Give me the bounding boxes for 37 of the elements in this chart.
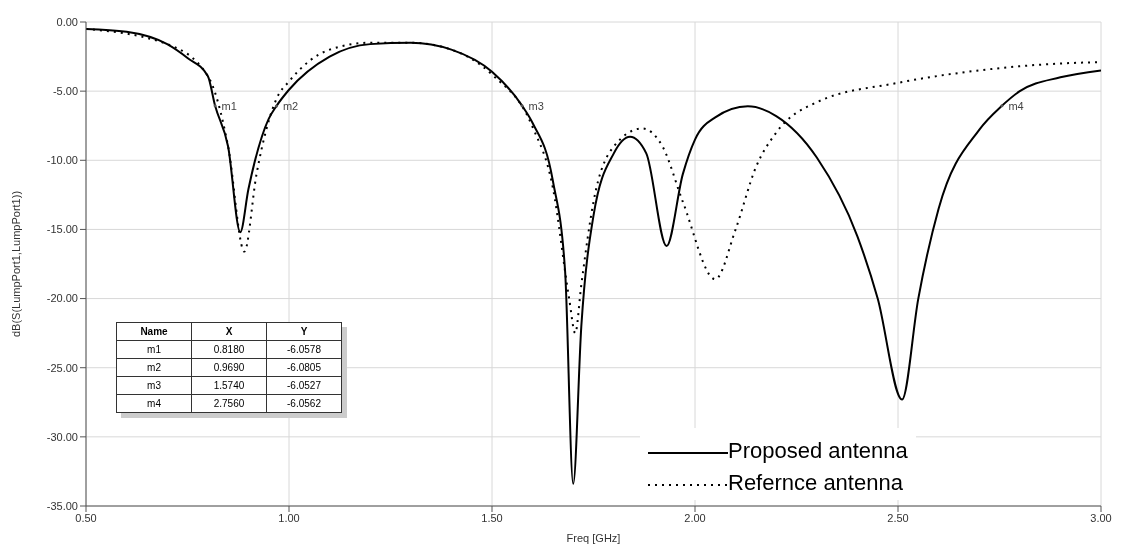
y-tick-label: -10.00 — [46, 154, 78, 167]
y-tick-label: -15.00 — [46, 223, 78, 236]
x-tick-label: 1.00 — [278, 511, 300, 524]
annotation: m4 — [1008, 99, 1024, 112]
x-tick-label: 2.00 — [684, 511, 706, 524]
annotation: m3 — [528, 99, 544, 112]
annotation: 0.8180 — [191, 340, 267, 359]
annotation: m4 — [116, 394, 192, 413]
y-tick-label: -20.00 — [46, 292, 78, 305]
annotation: Y — [266, 322, 342, 341]
annotation: m2 — [116, 358, 192, 377]
annotation: -6.0805 — [266, 358, 342, 377]
y-tick-label: -35.00 — [46, 499, 78, 512]
y-tick-label: 0.00 — [56, 15, 78, 28]
annotation: 1.5740 — [191, 376, 267, 395]
y-tick-label: -25.00 — [46, 361, 78, 374]
annotation: -6.0578 — [266, 340, 342, 359]
annotation: m1 — [221, 99, 237, 112]
x-tick-label: 3.00 — [1090, 511, 1112, 524]
annotation: Name — [116, 322, 192, 341]
annotation: m3 — [116, 376, 192, 395]
y-tick-label: -5.00 — [52, 85, 78, 98]
annotation: 2.7560 — [191, 394, 267, 413]
annotation: X — [191, 322, 267, 341]
legend-label: Proposed antenna — [728, 438, 908, 464]
y-tick-label: -30.00 — [46, 430, 78, 443]
annotation: -6.0527 — [266, 376, 342, 395]
annotation: m1 — [116, 340, 192, 359]
x-axis-title: Freq [GHz] — [566, 532, 621, 544]
x-tick-label: 2.50 — [887, 511, 909, 524]
x-tick-label: 0.50 — [75, 511, 97, 524]
x-tick-label: 1.50 — [481, 511, 503, 524]
legend-label: Refernce antenna — [728, 470, 903, 496]
annotation: 0.9690 — [191, 358, 267, 377]
y-axis-title: dB(S(LumpPort1,LumpPort1)) — [9, 190, 22, 338]
annotation: m2 — [282, 99, 299, 112]
annotation: -6.0562 — [266, 394, 342, 413]
